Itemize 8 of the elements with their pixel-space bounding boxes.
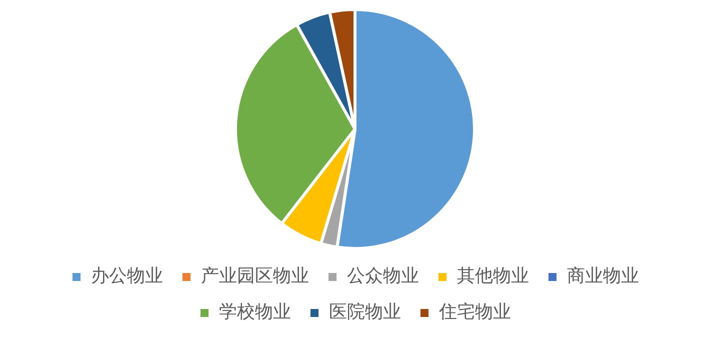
legend-label: 学校物业 bbox=[219, 302, 291, 323]
legend-label: 产业园区物业 bbox=[201, 266, 309, 287]
legend-label: 商业物业 bbox=[567, 266, 639, 287]
legend-label: 住宅物业 bbox=[438, 302, 511, 323]
legend-label: 医院物业 bbox=[329, 302, 401, 323]
legend-label: 公众物业 bbox=[347, 266, 419, 287]
legend-label: 办公物业 bbox=[91, 266, 163, 287]
legend-label: 其他物业 bbox=[457, 266, 529, 287]
